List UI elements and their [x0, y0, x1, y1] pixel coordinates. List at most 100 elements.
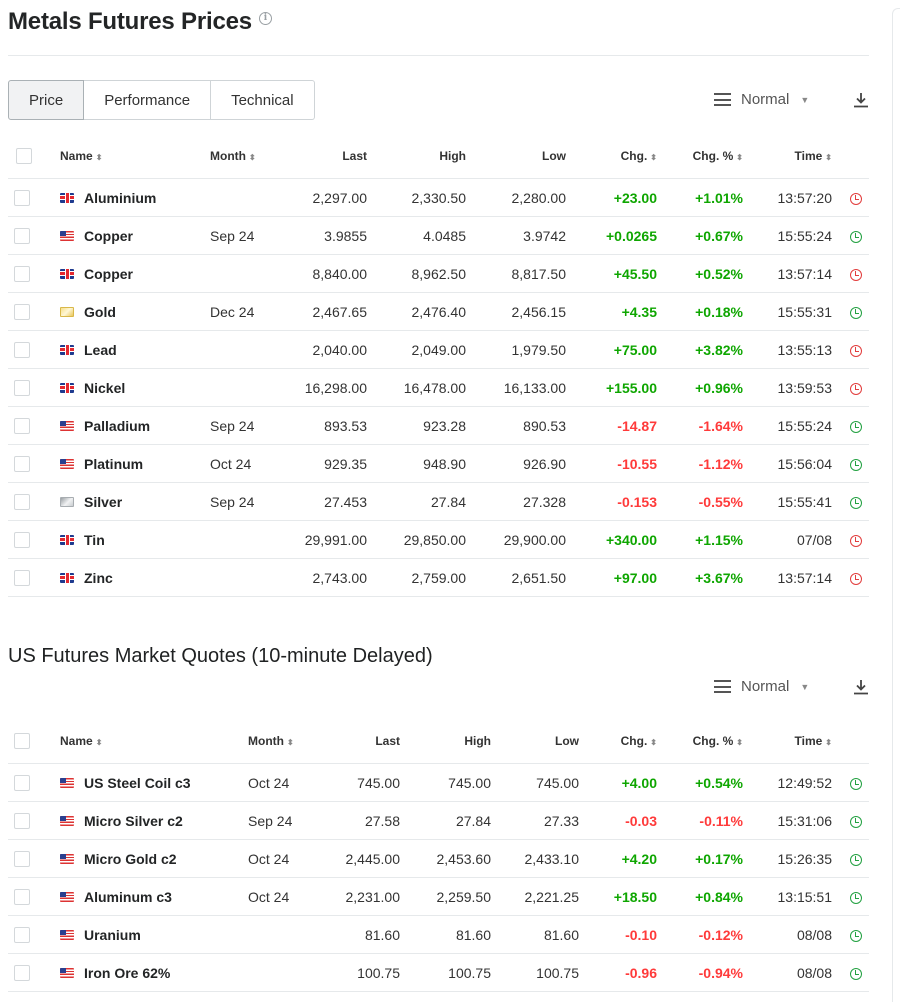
instrument-link[interactable]: Zinc	[84, 569, 113, 586]
table-row[interactable]: Palladium Sep 24 893.53 923.28 890.53 -14.87-…	[8, 406, 869, 445]
last-cell: 2,040.00	[272, 330, 367, 369]
header-chg-pct[interactable]: Chg. % ⬍	[657, 719, 743, 764]
header-time[interactable]: Time ⬍	[743, 719, 832, 764]
header-status	[832, 134, 869, 179]
header-high-label: High	[439, 149, 466, 163]
row-checkbox[interactable]	[14, 304, 30, 321]
chg-cell: -0.10	[579, 915, 657, 954]
low-cell: 27.33	[491, 801, 579, 840]
instrument-link[interactable]: Aluminum c3	[84, 888, 172, 905]
select-all-checkbox[interactable]	[16, 148, 32, 164]
name-wrap: Lead	[60, 342, 210, 358]
select-all-checkbox[interactable]	[14, 733, 30, 749]
table-row[interactable]: Lead 2,040.00 2,049.00 1,979.50 +75.00 +3.82%…	[8, 330, 869, 369]
row-checkbox[interactable]	[14, 380, 30, 397]
table-row[interactable]: Micro Silver c2 Sep 24 27.58 27.84 27.33 -0.0…	[8, 801, 869, 840]
row-select-cell	[8, 330, 48, 369]
header-month[interactable]: Month ⬍	[248, 719, 315, 764]
row-checkbox[interactable]	[14, 532, 30, 549]
instrument-link[interactable]: Nickel	[84, 379, 126, 396]
table-row[interactable]: Iron Ore 62% 100.75 100.75 100.75 -0.96 -0.94…	[8, 953, 869, 992]
instrument-link[interactable]: Platinum	[84, 455, 144, 472]
table-row[interactable]: US Steel Coil c3 Oct 24 745.00 745.00 745.00…	[8, 763, 869, 802]
header-name-label: Name	[60, 149, 93, 163]
table-row[interactable]: Micro Gold c2 Oct 24 2,445.00 2,453.60 2,433…	[8, 839, 869, 878]
flag-us-icon	[60, 420, 74, 431]
instrument-link[interactable]: Silver	[84, 493, 123, 510]
low-cell: 926.90	[466, 444, 566, 483]
name-cell: Micro Silver c2	[48, 801, 248, 840]
status-cell	[832, 444, 869, 483]
row-checkbox[interactable]	[14, 190, 30, 207]
instrument-link[interactable]: Copper	[84, 227, 133, 244]
row-checkbox[interactable]	[14, 570, 30, 587]
instrument-link[interactable]: Gold	[84, 303, 116, 320]
row-checkbox[interactable]	[14, 418, 30, 435]
table-row[interactable]: Gold Dec 24 2,467.65 2,476.40 2,456.15 +4.35 +…	[8, 292, 869, 331]
table-row[interactable]: Copper Sep 24 3.9855 4.0485 3.9742 +0.0265 +0.…	[8, 216, 869, 255]
row-checkbox[interactable]	[14, 965, 30, 982]
instrument-link[interactable]: Aluminium	[84, 189, 157, 206]
instrument-link[interactable]: Micro Silver c2	[84, 812, 183, 829]
header-chg[interactable]: Chg. ⬍	[579, 719, 657, 764]
name-wrap: Micro Gold c2	[60, 851, 248, 867]
header-name[interactable]: Name ⬍	[48, 719, 248, 764]
instrument-link[interactable]: Lead	[84, 341, 117, 358]
header-time[interactable]: Time ⬍	[743, 134, 832, 179]
table-row[interactable]: Platinum Oct 24 929.35 948.90 926.90 -10.55 -1…	[8, 444, 869, 483]
table-row[interactable]: Tin 29,991.00 29,850.00 29,900.00 +340.00 +1.…	[8, 520, 869, 559]
tab-price[interactable]: Price	[8, 80, 85, 120]
instrument-link[interactable]: US Steel Coil c3	[84, 774, 191, 791]
download-icon[interactable]	[852, 91, 870, 109]
tab-performance[interactable]: Performance	[84, 80, 212, 120]
chg-cell: +4.20	[579, 839, 657, 878]
info-icon[interactable]: i	[258, 11, 272, 25]
clock-icon	[850, 268, 862, 281]
table-row[interactable]: Aluminum c3 Oct 24 2,231.00 2,259.50 2,221.2…	[8, 877, 869, 916]
table-row[interactable]: Aluminium 2,297.00 2,330.50 2,280.00 +23.00 +…	[8, 178, 869, 217]
table-row[interactable]: Nickel 16,298.00 16,478.00 16,133.00 +155.00…	[8, 368, 869, 407]
row-checkbox[interactable]	[14, 775, 30, 792]
view-select-us-futures[interactable]: Normal ▼	[714, 678, 809, 695]
download-icon[interactable]	[852, 678, 870, 696]
status-cell	[832, 801, 869, 840]
header-chg-pct[interactable]: Chg. % ⬍	[657, 134, 743, 179]
table-row[interactable]: Zinc 2,743.00 2,759.00 2,651.50 +97.00 +3.67%…	[8, 558, 869, 597]
tab-technical[interactable]: Technical	[211, 80, 315, 120]
table-row[interactable]: Uranium 81.60 81.60 81.60 -0.10 -0.12% 08/08	[8, 915, 869, 954]
last-cell: 2,297.00	[272, 178, 367, 217]
row-checkbox[interactable]	[14, 228, 30, 245]
chg-pct-cell: -0.12%	[657, 915, 743, 954]
page-title: Metals Futures Prices i	[8, 8, 272, 36]
instrument-link[interactable]: Micro Gold c2	[84, 850, 177, 867]
row-checkbox[interactable]	[14, 813, 30, 830]
header-month[interactable]: Month ⬍	[210, 134, 272, 179]
row-checkbox[interactable]	[14, 851, 30, 868]
instrument-link[interactable]: Copper	[84, 265, 133, 282]
header-chg[interactable]: Chg. ⬍	[566, 134, 657, 179]
row-checkbox[interactable]	[14, 342, 30, 359]
row-checkbox[interactable]	[14, 927, 30, 944]
instrument-link[interactable]: Iron Ore 62%	[84, 964, 171, 981]
header-name[interactable]: Name ⬍	[48, 134, 210, 179]
row-select-cell	[8, 216, 48, 255]
row-checkbox[interactable]	[14, 494, 30, 511]
chg-pct-cell: -0.55%	[657, 482, 743, 521]
clock-icon	[850, 815, 862, 828]
header-low-label: Low	[555, 734, 579, 748]
instrument-link[interactable]: Tin	[84, 531, 105, 548]
status-cell	[832, 558, 869, 597]
sort-icon: ⬍	[736, 738, 743, 747]
table-row[interactable]: Copper 8,840.00 8,962.50 8,817.50 +45.50 +0.5…	[8, 254, 869, 293]
view-select-metals[interactable]: Normal ▼	[714, 91, 809, 108]
instrument-link[interactable]: Uranium	[84, 926, 141, 943]
row-checkbox[interactable]	[14, 889, 30, 906]
name-cell: Silver	[48, 482, 210, 521]
name-wrap: Zinc	[60, 570, 210, 586]
row-checkbox[interactable]	[14, 266, 30, 283]
name-cell: Zinc	[48, 558, 210, 597]
row-checkbox[interactable]	[14, 456, 30, 473]
instrument-link[interactable]: Palladium	[84, 417, 151, 434]
table-row[interactable]: Silver Sep 24 27.453 27.84 27.328 -0.153 -0.55…	[8, 482, 869, 521]
clock-icon	[850, 382, 862, 395]
